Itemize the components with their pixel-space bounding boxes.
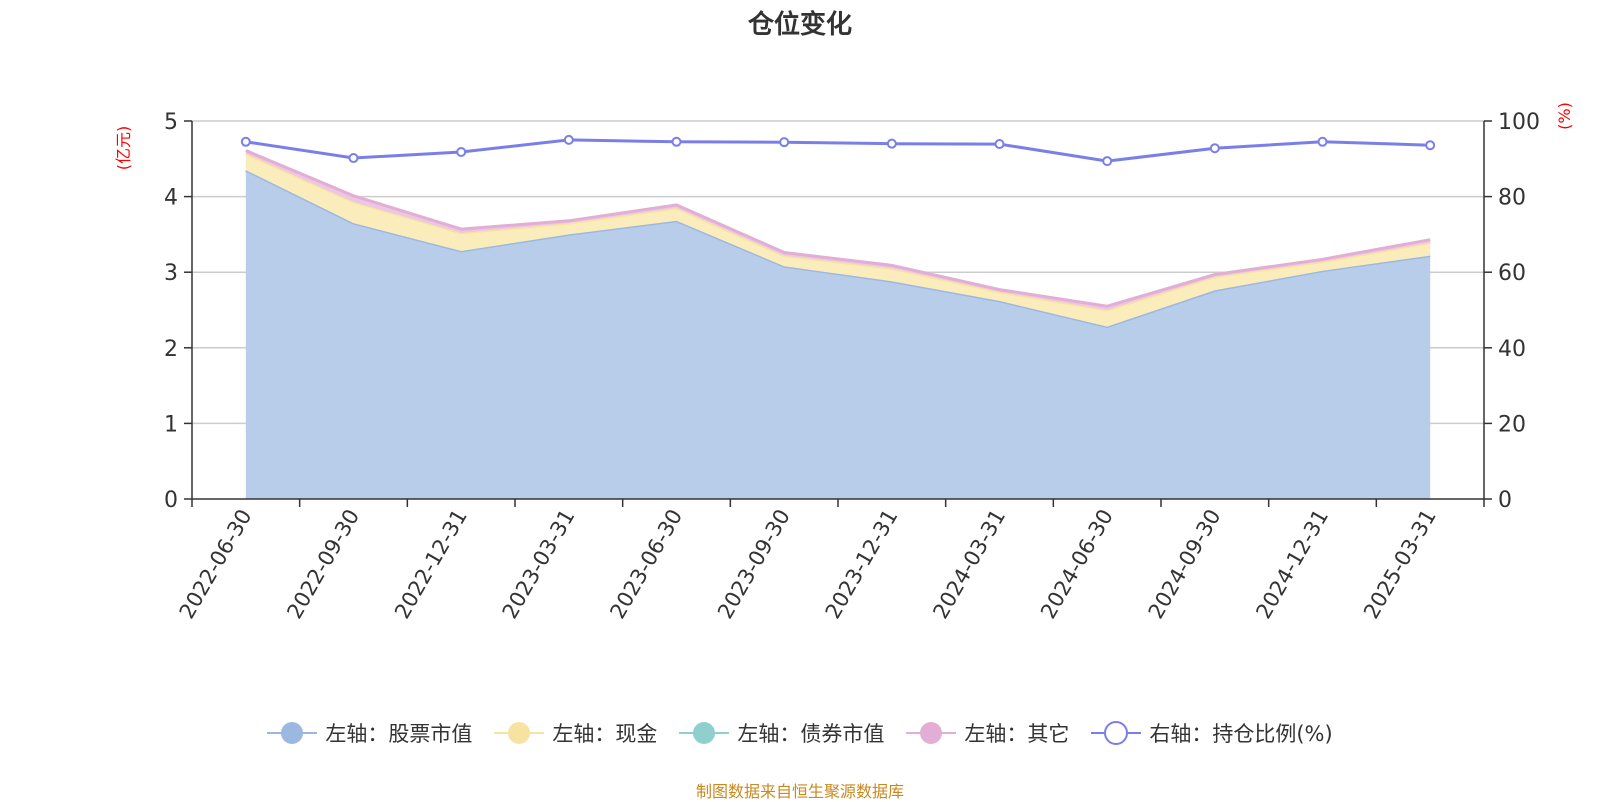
legend-label: 左轴：其它 <box>964 722 1070 746</box>
legend-label: 右轴：持仓比例(%) <box>1149 722 1333 746</box>
x-tick-label: 2023-06-30 <box>605 505 687 623</box>
source-note: 制图数据来自恒生聚源数据库 <box>695 782 904 801</box>
area-edge-左轴：其它 <box>245 149 1431 308</box>
legend-item[interactable]: 左轴：现金 <box>494 718 657 748</box>
x-tick-label: 2022-09-30 <box>282 505 364 623</box>
line-point[interactable] <box>1209 143 1220 154</box>
line-point[interactable] <box>348 153 359 164</box>
line-point[interactable] <box>779 137 790 148</box>
area-左轴：股票市值 <box>245 170 1431 499</box>
legend-symbol-icon <box>494 722 545 744</box>
line-point[interactable] <box>886 138 897 149</box>
right-axis-unit: (%) <box>1555 102 1574 130</box>
line-point[interactable] <box>1102 156 1113 167</box>
x-tick-label: 2022-12-31 <box>390 505 472 623</box>
line-point[interactable] <box>671 136 682 147</box>
line-point[interactable] <box>240 136 251 147</box>
line-point[interactable] <box>563 134 574 145</box>
line-point[interactable] <box>994 139 1005 150</box>
line-右轴：持仓比例(%) <box>245 138 1431 163</box>
legend-label: 左轴：股票市值 <box>325 722 473 746</box>
legend-symbol-icon <box>267 722 318 744</box>
x-tick-label: 2023-03-31 <box>498 505 580 623</box>
line-point[interactable] <box>1317 136 1328 147</box>
legend-item[interactable]: 左轴：债券市值 <box>679 718 884 748</box>
x-tick-label: 2024-09-30 <box>1144 505 1226 623</box>
legend-item[interactable]: 左轴：股票市值 <box>267 718 472 748</box>
line-point[interactable] <box>456 146 467 157</box>
legend-label: 左轴：债券市值 <box>737 722 885 746</box>
x-tick-label: 2024-03-31 <box>928 505 1010 623</box>
right-tick-label: 100 <box>1498 110 1540 135</box>
chart-legend: 左轴：股票市值 左轴：现金 左轴：债券市值 左轴：其它 右轴：持仓比例(%) <box>0 718 1600 748</box>
x-tick-label: 2022-06-30 <box>175 505 257 623</box>
right-tick-label: 0 <box>1498 488 1512 513</box>
right-tick-label: 80 <box>1498 186 1526 211</box>
x-tick-label: 2025-03-31 <box>1359 505 1441 623</box>
legend-item[interactable]: 左轴：其它 <box>906 718 1069 748</box>
legend-label: 左轴：现金 <box>552 722 658 746</box>
legend-symbol-icon <box>906 722 957 744</box>
left-tick-label: 5 <box>164 110 178 135</box>
right-tick-label: 20 <box>1498 412 1526 437</box>
left-tick-label: 2 <box>164 337 178 362</box>
legend-item[interactable]: 右轴：持仓比例(%) <box>1091 718 1333 748</box>
line-series <box>240 134 1436 167</box>
x-tick-label: 2024-12-31 <box>1251 505 1333 623</box>
left-axis-unit: (亿元) <box>114 126 133 171</box>
legend-symbol-icon <box>1091 721 1142 745</box>
left-tick-label: 3 <box>164 261 178 286</box>
left-tick-label: 0 <box>164 488 178 513</box>
area-左轴：现金 <box>245 153 1431 327</box>
right-tick-label: 60 <box>1498 261 1526 286</box>
chart-plot: 0 1 2 3 4 5 0 20 40 60 80 100 2022-06-30 2022-09-30 20… <box>114 102 1574 623</box>
left-tick-label: 1 <box>164 412 178 437</box>
x-tick-label: 2023-12-31 <box>821 505 903 623</box>
legend-symbol-icon <box>679 722 730 744</box>
chart-title: 仓位变化 <box>747 10 852 40</box>
area-左轴：其它 <box>245 150 1431 310</box>
line-point[interactable] <box>1425 140 1436 151</box>
x-tick-label: 2024-06-30 <box>1036 505 1118 623</box>
area-series <box>245 149 1431 499</box>
x-tick-label: 2023-09-30 <box>713 505 795 623</box>
right-tick-label: 40 <box>1498 337 1526 362</box>
left-tick-label: 4 <box>164 186 178 211</box>
